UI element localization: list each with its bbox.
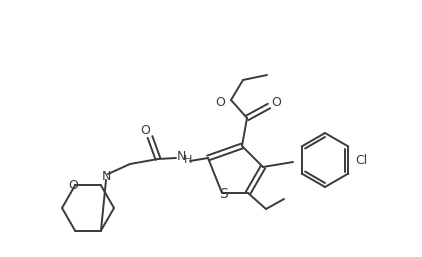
Text: O: O bbox=[271, 96, 281, 109]
Text: Cl: Cl bbox=[355, 153, 367, 167]
Text: S: S bbox=[219, 187, 227, 201]
Text: N: N bbox=[176, 151, 186, 163]
Text: N: N bbox=[101, 170, 111, 182]
Text: H: H bbox=[184, 155, 192, 165]
Text: O: O bbox=[68, 179, 78, 192]
Text: O: O bbox=[215, 96, 225, 108]
Text: O: O bbox=[140, 124, 150, 137]
